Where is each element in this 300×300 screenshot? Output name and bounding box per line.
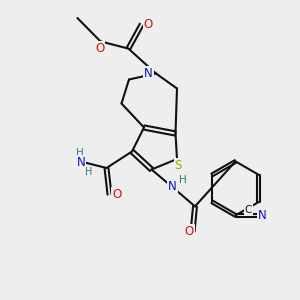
Text: S: S — [175, 159, 182, 172]
Text: N: N — [257, 209, 266, 222]
Text: C: C — [244, 205, 252, 215]
Text: O: O — [112, 188, 122, 201]
Text: N: N — [76, 156, 85, 170]
Text: O: O — [95, 41, 104, 55]
Text: H: H — [85, 167, 92, 177]
Text: N: N — [168, 180, 177, 194]
Text: O: O — [184, 225, 194, 238]
Text: O: O — [144, 18, 153, 31]
Text: H: H — [178, 175, 186, 185]
Text: N: N — [144, 67, 153, 80]
Text: H: H — [76, 148, 84, 158]
